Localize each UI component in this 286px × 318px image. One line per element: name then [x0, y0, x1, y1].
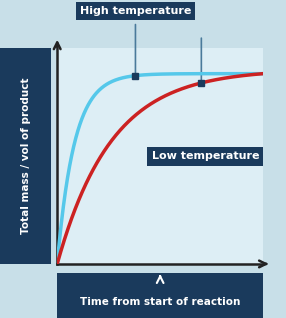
Text: Low temperature: Low temperature — [152, 151, 259, 162]
Text: High temperature: High temperature — [80, 6, 191, 16]
Text: Time from start of reaction: Time from start of reaction — [80, 297, 240, 308]
Text: Total mass / vol of product: Total mass / vol of product — [21, 78, 31, 234]
